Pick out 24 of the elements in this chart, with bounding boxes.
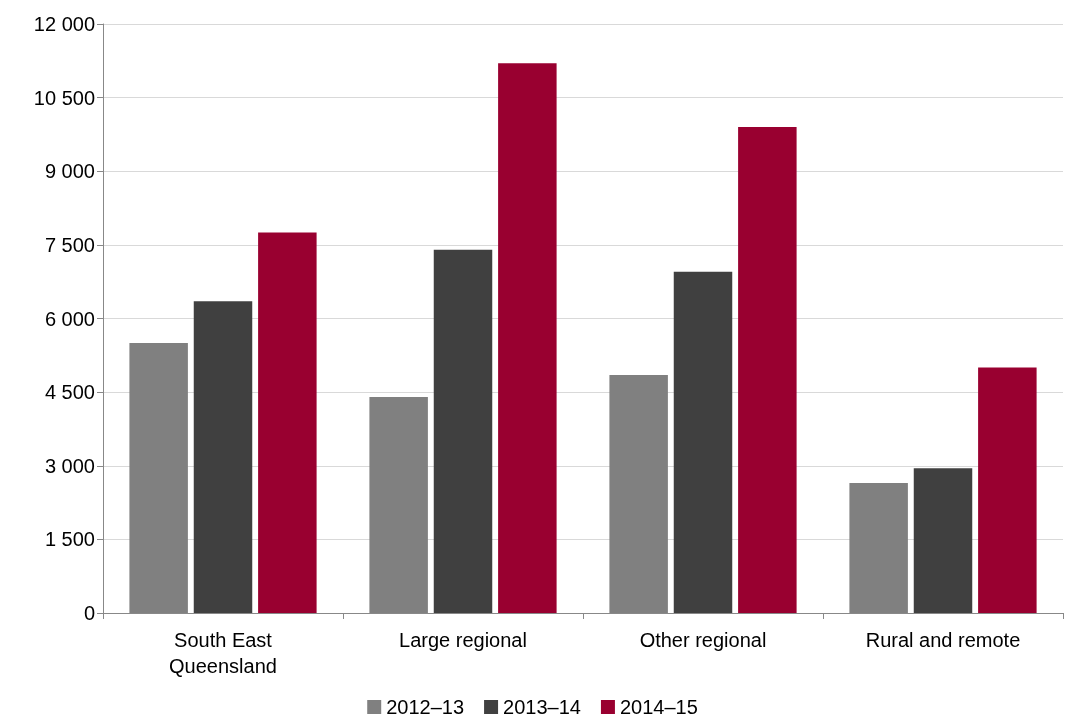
legend-label: 2014–15: [619, 696, 698, 718]
bar: [258, 232, 317, 613]
y-tick-label: 9 000: [44, 160, 95, 183]
y-tick-label: 0: [83, 602, 95, 624]
bar: [673, 271, 733, 613]
x-tick-label: South East Queensland: [169, 629, 277, 677]
x-tick-label: Other regional: [639, 629, 767, 651]
bar: [978, 367, 1037, 613]
y-tick-label: 10 500: [33, 86, 95, 109]
y-tick-label: 3 000: [44, 454, 95, 477]
bar: [738, 127, 797, 613]
y-tick-label: 1 500: [44, 528, 95, 551]
bar: [498, 63, 557, 613]
bar: [913, 468, 973, 613]
x-tick-label: Large regional: [399, 629, 527, 651]
y-tick-label: 4 500: [44, 381, 95, 404]
y-tick-label: 6 000: [44, 307, 95, 330]
bar: [433, 249, 493, 613]
y-tick-label: 12 000: [33, 13, 95, 35]
x-tick-label: Rural and remote: [865, 629, 1021, 651]
bar: [193, 301, 253, 613]
y-tick-label: 7 500: [44, 233, 95, 256]
legend-label: 2013–14: [503, 696, 581, 718]
legend-label: 2012–13: [386, 696, 465, 718]
